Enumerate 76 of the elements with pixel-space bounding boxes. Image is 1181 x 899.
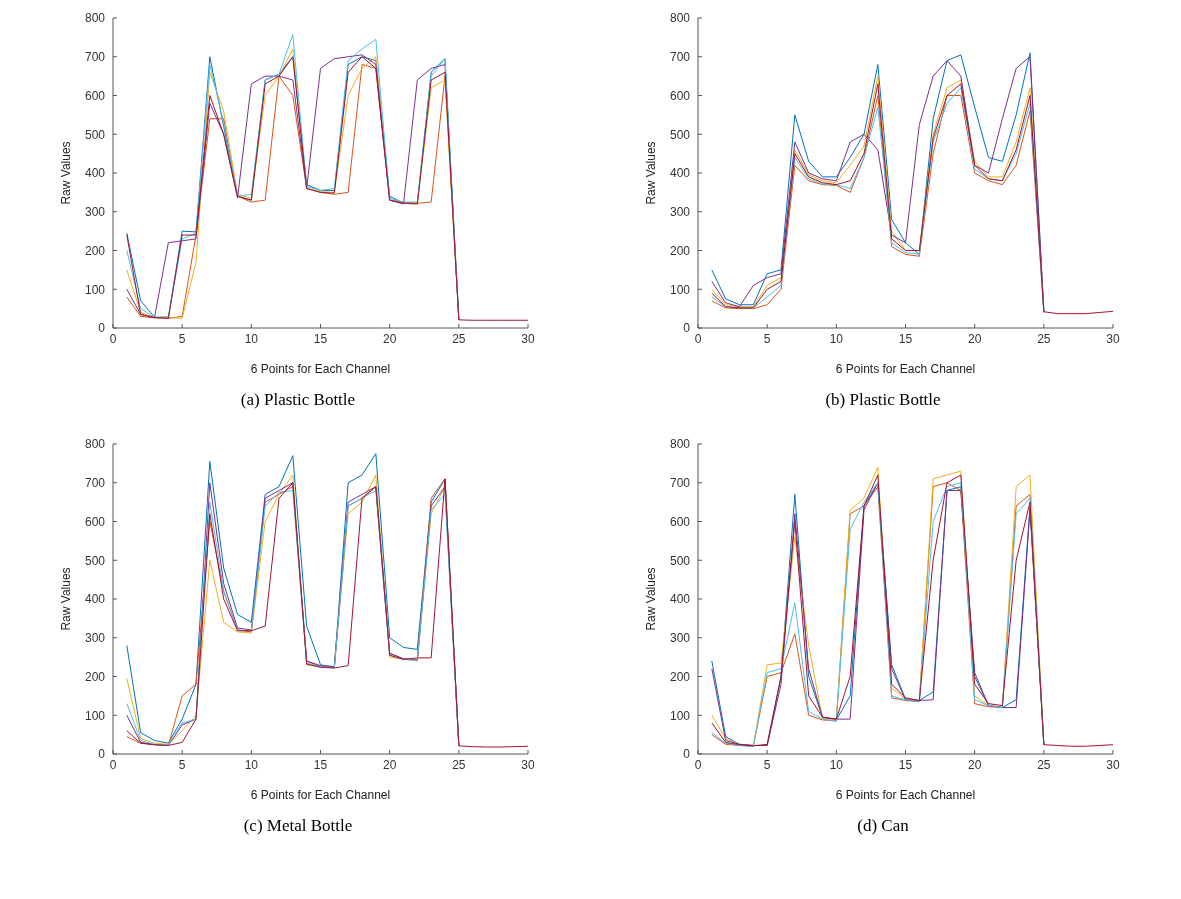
x-tick-label: 0	[694, 331, 702, 346]
y-tick-label: 200	[84, 243, 106, 258]
x-tick-label: 10	[829, 331, 844, 346]
y-tick-label: 200	[669, 243, 691, 258]
y-tick-label: 700	[84, 50, 106, 65]
text: (d) Can	[857, 816, 909, 836]
x-axis-title: 6 Points for Each Channel	[835, 788, 976, 802]
x-tick-label: 20	[382, 757, 397, 772]
x-tick-label: 20	[967, 331, 982, 346]
text: (a) Plastic Bottle	[240, 390, 356, 410]
y-tick-label: 500	[84, 553, 106, 568]
x-tick-label: 15	[313, 331, 328, 346]
y-tick-label: 500	[669, 553, 691, 568]
y-tick-label: 100	[669, 282, 691, 297]
x-tick-label: 5	[178, 757, 186, 772]
x-tick-label: 25	[452, 757, 466, 772]
y-tick-label: 0	[98, 747, 106, 762]
x-axis-title: 6 Points for Each Channel	[250, 362, 391, 376]
y-tick-label: 800	[84, 437, 106, 452]
x-axis-title: 6 Points for Each Channel	[250, 788, 391, 802]
x-tick-label: 10	[244, 757, 259, 772]
y-tick-label: 100	[84, 282, 106, 297]
x-tick-label: 0	[694, 757, 702, 772]
x-tick-label: 20	[967, 757, 982, 772]
x-tick-label: 10	[244, 331, 259, 346]
y-tick-label: 100	[669, 708, 691, 723]
x-tick-label: 15	[898, 757, 913, 772]
y-tick-label: 600	[84, 88, 106, 103]
x-tick-label: 0	[109, 757, 117, 772]
y-tick-label: 800	[84, 11, 106, 26]
y-tick-label: 500	[84, 127, 106, 142]
x-tick-label: 5	[178, 331, 186, 346]
y-tick-label: 500	[669, 127, 691, 142]
x-tick-label: 5	[763, 331, 771, 346]
x-tick-label: 20	[382, 331, 397, 346]
y-tick-label: 800	[669, 437, 691, 452]
x-tick-label: 5	[763, 757, 771, 772]
x-axis-title: 6 Points for Each Channel	[835, 362, 976, 376]
x-tick-label: 25	[452, 331, 466, 346]
y-tick-label: 700	[84, 476, 106, 491]
y-tick-label: 200	[669, 669, 691, 684]
x-tick-label: 0	[109, 331, 117, 346]
x-tick-label: 30	[1106, 331, 1120, 346]
y-tick-label: 0	[98, 321, 106, 336]
x-tick-label: 25	[1037, 757, 1051, 772]
text: (b) Plastic Bottle	[825, 390, 941, 410]
y-tick-label: 0	[683, 747, 691, 762]
y-tick-label: 400	[669, 592, 691, 607]
y-axis-title: Raw Values	[644, 141, 659, 205]
y-axis-title: Raw Values	[644, 567, 659, 631]
x-tick-label: 15	[898, 331, 913, 346]
y-tick-label: 300	[669, 205, 691, 220]
y-tick-label: 400	[84, 592, 106, 607]
y-tick-label: 600	[669, 88, 691, 103]
y-tick-label: 300	[669, 631, 691, 646]
y-tick-label: 600	[669, 514, 691, 529]
y-tick-label: 400	[669, 166, 691, 181]
x-tick-label: 15	[313, 757, 328, 772]
text: (c) Metal Bottle	[243, 816, 353, 836]
x-tick-label: 30	[521, 757, 535, 772]
y-tick-label: 800	[669, 11, 691, 26]
y-axis-title: Raw Values	[59, 141, 74, 205]
y-tick-label: 100	[84, 708, 106, 723]
y-tick-label: 0	[683, 321, 691, 336]
x-tick-label: 30	[521, 331, 535, 346]
y-tick-label: 400	[84, 166, 106, 181]
y-tick-label: 200	[84, 669, 106, 684]
x-tick-label: 30	[1106, 757, 1120, 772]
y-axis-title: Raw Values	[59, 567, 74, 631]
y-tick-label: 600	[84, 514, 106, 529]
y-tick-label: 700	[669, 50, 691, 65]
x-tick-label: 25	[1037, 331, 1051, 346]
y-tick-label: 300	[84, 631, 106, 646]
x-tick-label: 10	[829, 757, 844, 772]
y-tick-label: 300	[84, 205, 106, 220]
y-tick-label: 700	[669, 476, 691, 491]
